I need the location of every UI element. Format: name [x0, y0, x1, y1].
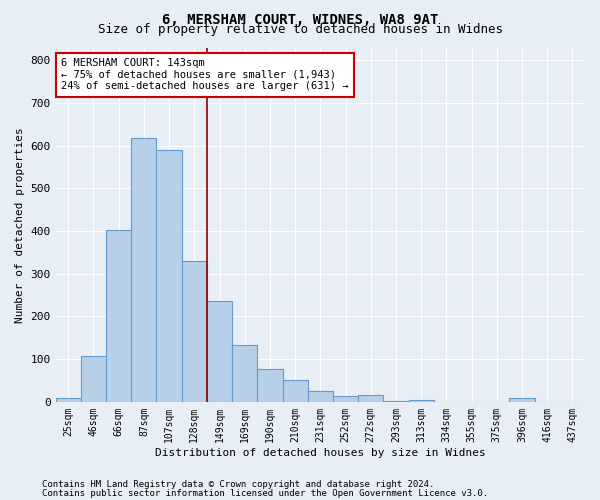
- Text: Contains public sector information licensed under the Open Government Licence v3: Contains public sector information licen…: [42, 488, 488, 498]
- Bar: [106, 230, 131, 402]
- Bar: [358, 395, 383, 402]
- Y-axis label: Number of detached properties: Number of detached properties: [15, 127, 25, 322]
- Text: Size of property relative to detached houses in Widnes: Size of property relative to detached ho…: [97, 22, 503, 36]
- Bar: [383, 400, 409, 402]
- Bar: [81, 356, 106, 402]
- Bar: [207, 300, 232, 402]
- Bar: [257, 368, 283, 402]
- Bar: [283, 380, 308, 402]
- Bar: [157, 150, 182, 402]
- X-axis label: Distribution of detached houses by size in Widnes: Distribution of detached houses by size …: [155, 448, 486, 458]
- Text: Contains HM Land Registry data © Crown copyright and database right 2024.: Contains HM Land Registry data © Crown c…: [42, 480, 434, 489]
- Bar: [308, 391, 333, 402]
- Bar: [56, 398, 81, 402]
- Bar: [182, 261, 207, 402]
- Bar: [131, 138, 157, 402]
- Text: 6 MERSHAM COURT: 143sqm
← 75% of detached houses are smaller (1,943)
24% of semi: 6 MERSHAM COURT: 143sqm ← 75% of detache…: [61, 58, 349, 92]
- Bar: [409, 400, 434, 402]
- Bar: [333, 396, 358, 402]
- Bar: [232, 345, 257, 402]
- Bar: [509, 398, 535, 402]
- Text: 6, MERSHAM COURT, WIDNES, WA8 9AT: 6, MERSHAM COURT, WIDNES, WA8 9AT: [162, 12, 438, 26]
